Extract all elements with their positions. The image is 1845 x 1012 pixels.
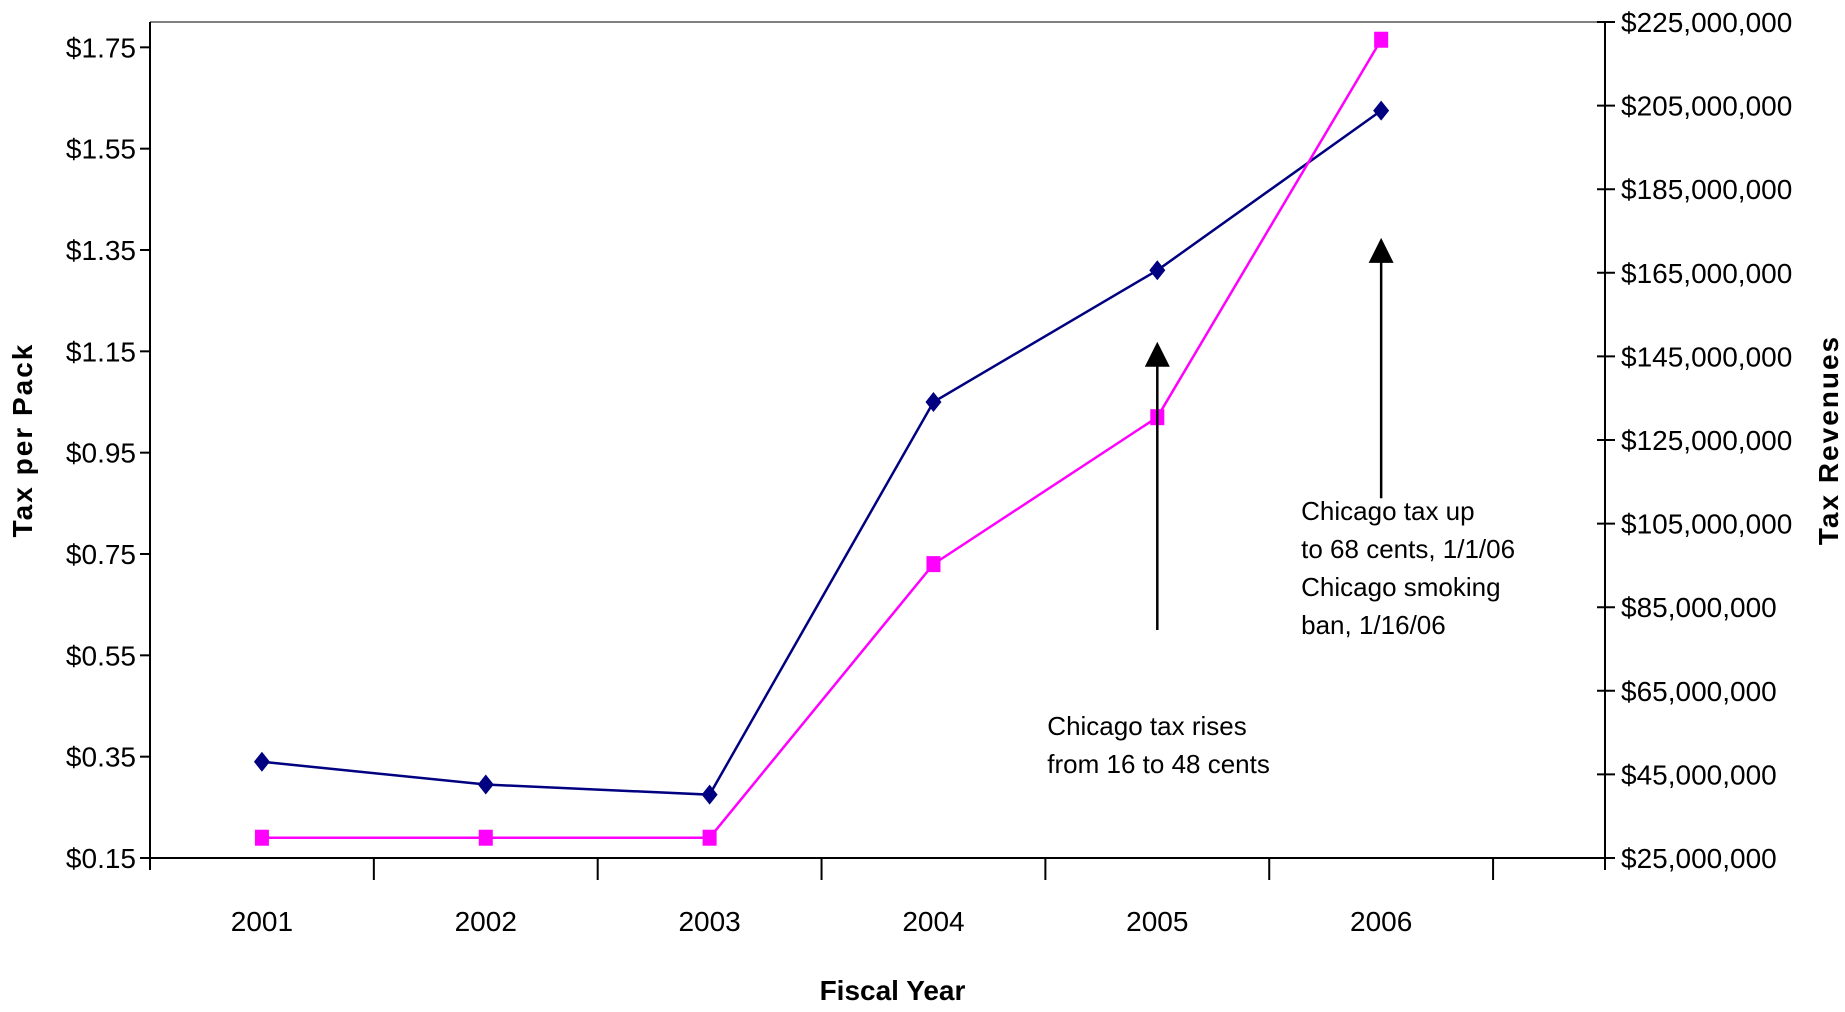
y-tick-label-left: $0.95 [66, 438, 136, 469]
x-tick-label: 2001 [231, 906, 293, 937]
annotation-text-2: Chicago tax up [1301, 496, 1474, 526]
annotation-text-1: from 16 to 48 cents [1047, 749, 1270, 779]
data-point-diamond [477, 774, 494, 795]
y-tick-label-right: $145,000,000 [1621, 341, 1792, 372]
y-tick-label-right: $125,000,000 [1621, 425, 1792, 456]
data-point-square [702, 829, 717, 846]
data-point-diamond [253, 751, 270, 772]
x-tick-label: 2006 [1350, 906, 1412, 937]
data-point-diamond [701, 784, 718, 805]
y-ticks-left: $0.15 $0.35 $0.55 $0.75 $0.95 $1.15 $1.35 $1.55… [66, 32, 150, 874]
y-tick-label-left: $0.75 [66, 539, 136, 570]
y-tick-label-left: $1.55 [66, 134, 136, 165]
y-tick-label-right: $185,000,000 [1621, 174, 1792, 205]
data-point-square [254, 829, 269, 846]
y-tick-label-right: $25,000,000 [1621, 843, 1777, 874]
y-tick-label-left: $0.35 [66, 742, 136, 773]
series [253, 31, 1390, 846]
y-tick-label-right: $105,000,000 [1621, 509, 1792, 540]
x-tick-label: 2004 [902, 906, 964, 937]
x-tick-label: 2002 [455, 906, 517, 937]
y-tick-label-right: $225,000,000 [1621, 7, 1792, 38]
y-tick-label-right: $85,000,000 [1621, 592, 1777, 623]
y-axis-title-left: Tax per Pack [7, 343, 38, 538]
annotation-text-2: ban, 1/16/06 [1301, 610, 1446, 640]
y-axis-title-right: Tax Revenues [1813, 335, 1844, 545]
data-point-diamond [925, 392, 942, 412]
annotations: Chicago tax rises from 16 to 48 cents Chic… [1047, 237, 1515, 779]
y-tick-label-right: $45,000,000 [1621, 759, 1777, 790]
x-axis-title: Fiscal Year [820, 975, 966, 1006]
x-ticks: 2001 2002 2003 2004 2005 2006 [231, 858, 1495, 937]
y-tick-label-left: $0.15 [66, 843, 136, 874]
annotation-text-1: Chicago tax rises [1047, 711, 1246, 741]
data-point-square [926, 556, 941, 573]
y-tick-label-left: $1.15 [66, 336, 136, 367]
series-line-2 [261, 39, 1383, 839]
data-point-square [1374, 31, 1389, 48]
series-line-1 [261, 109, 1382, 796]
annotation-text-2: to 68 cents, 1/1/06 [1301, 534, 1515, 564]
y-tick-label-left: $1.35 [66, 235, 136, 266]
y-tick-label-left: $1.75 [66, 32, 136, 63]
data-point-diamond [1373, 100, 1390, 121]
axes [149, 21, 1606, 870]
x-tick-label: 2005 [1126, 906, 1188, 937]
y-tick-label-left: $0.55 [66, 640, 136, 671]
data-point-square [478, 829, 493, 846]
y-ticks-right: $25,000,000 $45,000,000 $65,000,000 $85,000… [1597, 7, 1792, 874]
y-tick-label-right: $65,000,000 [1621, 676, 1777, 707]
y-tick-label-right: $205,000,000 [1621, 91, 1792, 122]
x-tick-label: 2003 [678, 906, 740, 937]
annotation-text-2: Chicago smoking [1301, 572, 1500, 602]
y-tick-label-right: $165,000,000 [1621, 258, 1792, 289]
data-point-diamond [1149, 260, 1166, 281]
